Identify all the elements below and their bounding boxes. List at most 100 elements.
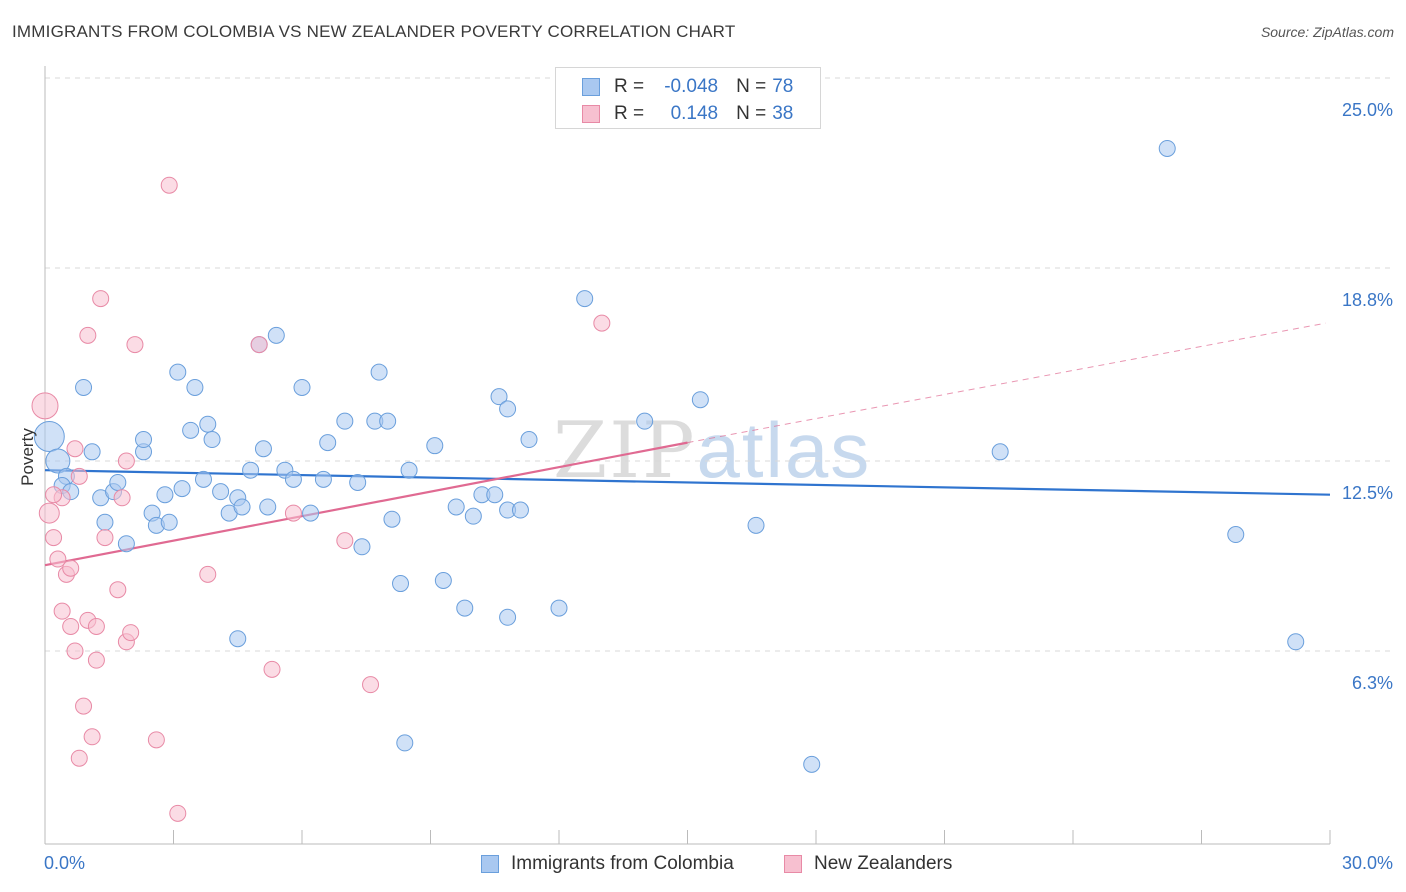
legend-r-label: R = [614, 103, 645, 124]
newzealand-point [66, 642, 84, 660]
colombia-point [520, 431, 538, 449]
newzealand-point [147, 731, 165, 749]
data-points [31, 139, 1305, 822]
colombia-point [83, 443, 101, 461]
newzealand-point [66, 440, 84, 458]
colombia-point [1158, 139, 1176, 157]
newzealand-point [45, 529, 63, 547]
legend-r-value: 0.148 [670, 103, 719, 124]
colombia-point [336, 412, 354, 430]
colombia-point [392, 575, 410, 593]
colombia-point [383, 510, 401, 528]
colombia-point [259, 498, 277, 516]
newzealand-point [250, 336, 268, 354]
legend-swatch-newzealand [582, 105, 600, 123]
colombia-point [33, 420, 65, 452]
colombia-point [486, 486, 504, 504]
colombia-point [1287, 633, 1305, 651]
newzealand-point [70, 749, 88, 767]
newzealand-point [62, 617, 80, 635]
colombia-point [464, 507, 482, 525]
newzealand-point [362, 676, 380, 694]
legend-row-colombia: R = -0.048 N = 78 [582, 75, 793, 99]
legend-r-value: -0.048 [664, 76, 719, 97]
colombia-point [426, 437, 444, 455]
colombia-point [349, 473, 367, 491]
legend-label-newzealand: New Zealanders [814, 853, 953, 874]
colombia-point [319, 434, 337, 452]
colombia-point [254, 440, 272, 458]
colombia-point [182, 421, 200, 439]
legend-swatch-colombia [582, 78, 600, 96]
newzealand-point [62, 559, 80, 577]
newzealand-point [31, 392, 59, 420]
newzealand-point [49, 550, 67, 568]
watermark-atlas: atlas [696, 406, 872, 494]
axes [44, 66, 1331, 845]
colombia-point [400, 461, 418, 479]
tick-labels: 6.3% 12.5% 18.8% 25.0% 0.0% 30.0% [44, 100, 1393, 873]
legend-row-newzealand: R = 0.148 N = 38 [582, 102, 793, 126]
colombia-point [456, 599, 474, 617]
stats-legend: R = -0.048 N = 78 R = 0.148 N = 38 [555, 67, 821, 129]
colombia-point [550, 599, 568, 617]
legend-n-value: 78 [772, 76, 794, 97]
colombia-point [636, 412, 654, 430]
colombia-point [173, 480, 191, 498]
colombia-point [314, 470, 332, 488]
colombia-point [1227, 526, 1245, 544]
colombia-point [96, 513, 114, 531]
colombia-point [396, 734, 414, 752]
x-tick-label: 30.0% [1342, 853, 1393, 873]
colombia-point [511, 501, 529, 519]
legend-item-colombia[interactable]: Immigrants from Colombia [481, 852, 734, 876]
colombia-point [447, 498, 465, 516]
newzealand-point [593, 314, 611, 332]
colombia-point [576, 290, 594, 308]
newzealand-point [92, 290, 110, 308]
newzealand-point [113, 489, 131, 507]
legend-swatch-colombia [481, 855, 499, 873]
colombia-point [302, 504, 320, 522]
newzealand-point [96, 529, 114, 547]
newzealand-trend-extension [687, 322, 1326, 444]
y-tick-label: 6.3% [1352, 673, 1393, 693]
colombia-point [156, 486, 174, 504]
colombia-point [135, 431, 153, 449]
colombia-point [284, 470, 302, 488]
colombia-point [75, 378, 93, 396]
chart-title: IMMIGRANTS FROM COLOMBIA VS NEW ZEALANDE… [12, 22, 736, 41]
colombia-point [212, 483, 230, 501]
colombia-point [499, 400, 517, 418]
newzealand-point [109, 581, 127, 599]
newzealand-trend-line [44, 441, 688, 567]
colombia-point [499, 608, 517, 626]
colombia-point [203, 431, 221, 449]
newzealand-point [284, 504, 302, 522]
colombia-point [267, 326, 285, 344]
colombia-point [747, 516, 765, 534]
legend-n-value: 38 [772, 103, 794, 124]
colombia-point [194, 470, 212, 488]
x-tick-label: 0.0% [44, 853, 85, 873]
newzealand-point [79, 326, 97, 344]
colombia-point [169, 363, 187, 381]
newzealand-point [53, 602, 71, 620]
colombia-point [434, 571, 452, 589]
legend-n-label: N = [736, 103, 767, 124]
newzealand-point [160, 176, 178, 194]
colombia-point [199, 415, 217, 433]
legend-item-newzealand[interactable]: New Zealanders [784, 852, 952, 876]
newzealand-point [263, 660, 281, 678]
colombia-point [229, 630, 247, 648]
colombia-trend-line [44, 469, 1331, 496]
legend-label-colombia: Immigrants from Colombia [511, 853, 734, 874]
newzealand-point [126, 336, 144, 354]
colombia-point [353, 538, 371, 556]
newzealand-point [70, 467, 88, 485]
newzealand-point [87, 617, 105, 635]
colombia-point [160, 513, 178, 531]
newzealand-point [117, 452, 135, 470]
colombia-point [242, 461, 260, 479]
